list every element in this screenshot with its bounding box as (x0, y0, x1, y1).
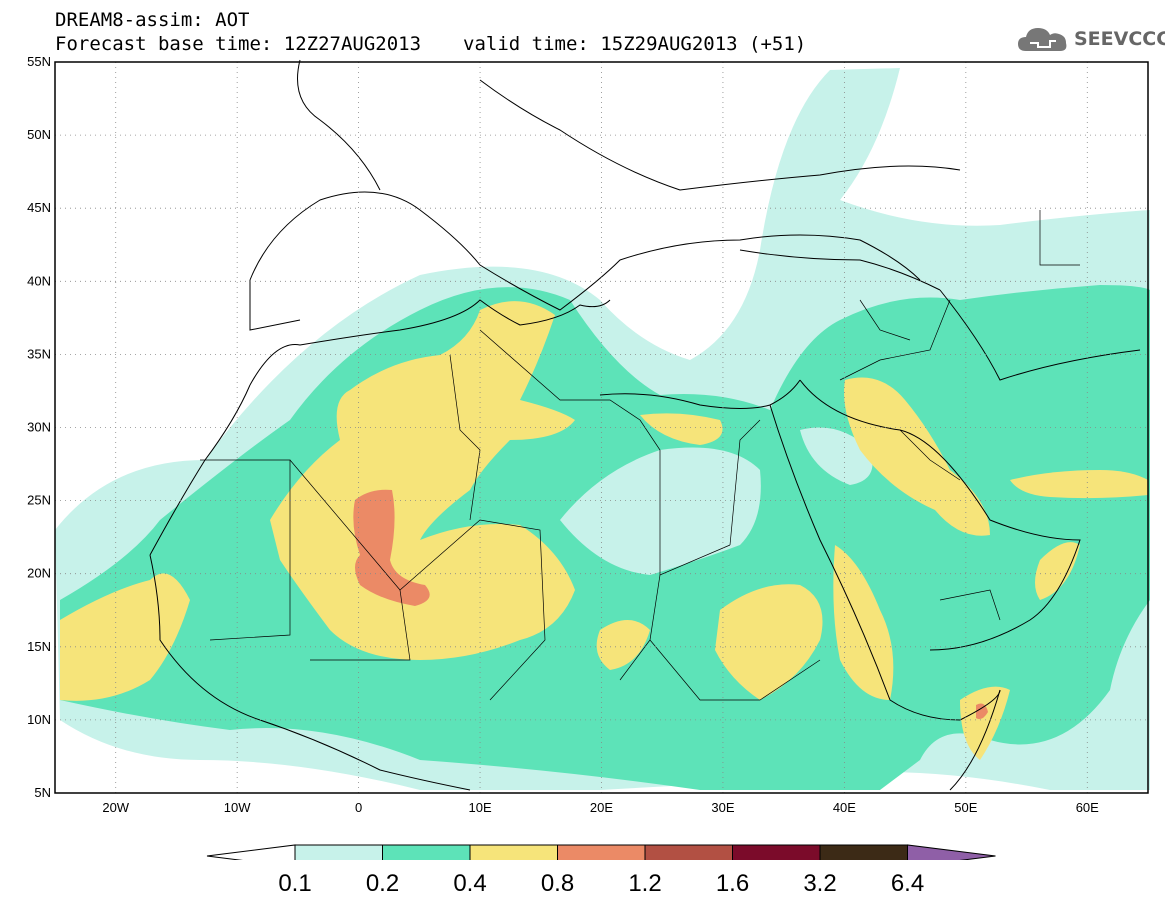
colorbar-label: 3.2 (803, 870, 837, 897)
lon-tick-label: 30E (711, 800, 734, 815)
aot-band-0.4 (60, 573, 190, 701)
colorbar-label: 0.1 (278, 870, 312, 897)
aot-band-0.4 (844, 377, 990, 536)
lat-tick-label: 40N (27, 273, 51, 288)
colorbar-segment (294, 844, 383, 860)
lon-tick-label: 10E (468, 800, 491, 815)
lat-tick-label: 20N (27, 566, 51, 581)
lon-tick-label: 20W (102, 800, 129, 815)
axis-ticks: 20W 10W 0 10E 20E 30E 40E 50E 60E 55N 50N 45N 40N 35N… (27, 54, 1099, 815)
aot-band-0.8 (976, 703, 988, 720)
graticule (55, 62, 1148, 793)
lon-tick-label: 20E (590, 800, 613, 815)
aot-band-0.4 (715, 584, 823, 700)
lon-tick-label: 40E (833, 800, 856, 815)
forecast-times: Forecast base time: 12Z27AUG2013 valid ti… (55, 33, 806, 55)
lat-tick-label: 55N (27, 54, 51, 69)
country-borders (200, 210, 1080, 701)
aot-band-0.4 (1010, 470, 1148, 499)
logo-text: SEEVCCC (1074, 28, 1165, 50)
map-frame (54, 61, 1149, 794)
colorbar-label: 6.4 (890, 870, 925, 897)
aot-band-0.4 (833, 545, 894, 700)
cloud-icon (1018, 28, 1067, 51)
lon-tick-label: 60E (1076, 800, 1099, 815)
colorbar-label: 0.8 (540, 870, 575, 897)
colorbar-label: 0.4 (453, 870, 487, 897)
coastlines (149, 59, 1141, 791)
valid-time: valid time: 15Z29AUG2013 (+51) (463, 33, 807, 55)
lat-tick-label: 10N (27, 712, 51, 727)
lat-tick-label: 30N (27, 420, 51, 435)
colorbar-segment (382, 844, 471, 860)
lat-tick-label: 35N (27, 346, 51, 361)
seevccc-logo: SEEVCCC (1016, 22, 1165, 56)
aot-band-0.4 (960, 686, 1010, 760)
map-title: DREAM8-assim: AOT (55, 9, 250, 31)
colorbar-segment (469, 844, 558, 860)
lat-tick-label: 5N (34, 785, 51, 800)
base-time: Forecast base time: 12Z27AUG2013 (55, 33, 422, 55)
aot-band-0.4 (1035, 542, 1080, 600)
colorbar-segment (819, 844, 908, 860)
aot-map: 20W 10W 0 10E 20E 30E 40E 50E 60E 55N 50N 45N 40N 35N… (27, 54, 1150, 860)
colorbar-segment (732, 844, 821, 860)
aot-fields (55, 68, 1150, 790)
colorbar-segment (557, 844, 646, 860)
aot-band-0.1 (560, 447, 761, 575)
aot-band-0.4 (270, 301, 575, 660)
colorbar-label: 1.6 (715, 870, 750, 897)
lat-tick-label: 50N (27, 127, 51, 142)
lon-tick-label: 50E (954, 800, 977, 815)
aot-band-0.4 (640, 413, 723, 445)
colorbar-low-arrow (206, 844, 296, 860)
lat-tick-label: 15N (27, 639, 51, 654)
lat-tick-label: 45N (27, 200, 51, 215)
lon-tick-label: 10W (224, 800, 251, 815)
colorbar (206, 844, 996, 860)
lat-tick-label: 25N (27, 493, 51, 508)
aot-band-0.4 (596, 620, 650, 670)
colorbar-label: 0.2 (365, 870, 400, 897)
aot-band-0.1 (800, 427, 873, 485)
aot-band-0.8 (353, 489, 430, 606)
colorbar-segment (644, 844, 733, 860)
lon-tick-label: 0 (355, 800, 362, 815)
colorbar-label: 1.2 (628, 870, 662, 897)
colorbar-high-arrow (907, 844, 996, 860)
